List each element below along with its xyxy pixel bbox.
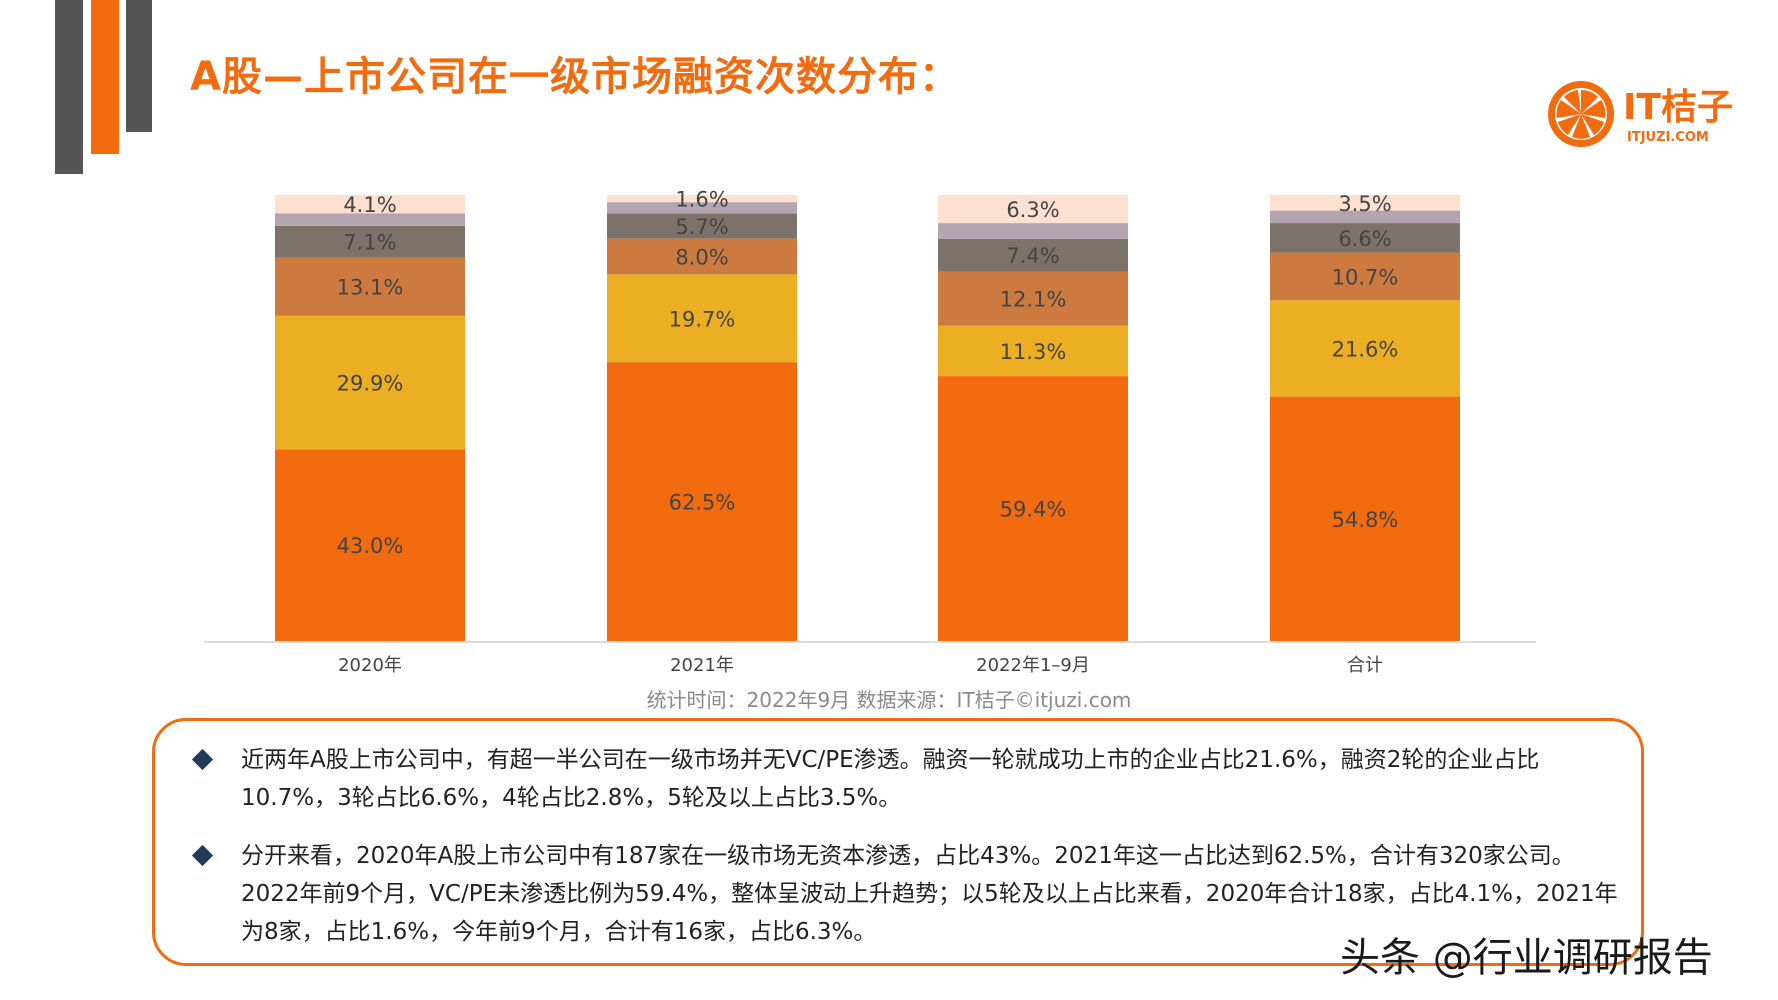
bar-segment — [938, 325, 1128, 377]
page-title: A股—上市公司在一级市场融资次数分布： — [190, 54, 960, 100]
category-label: 合计 — [1347, 655, 1383, 676]
bar-segment — [607, 274, 797, 363]
note-item: 分开来看，2020年A股上市公司中有187家在一级市场无资本渗透，占比43%。2… — [191, 837, 1631, 951]
category-label: 2022年1–9月 — [976, 655, 1090, 676]
data-label: 10.7% — [1332, 265, 1399, 289]
logo-site: ITJUZI.COM — [1627, 130, 1709, 145]
data-label: 59.4% — [1000, 498, 1067, 522]
data-label: 5.7% — [675, 215, 728, 239]
stacked-bar-chart: 43.0% 29.9% 13.1% 7.1% 4.1% 2020年 62.5% 19.7% 8.… — [204, 188, 1536, 676]
bar-segment — [275, 315, 465, 450]
logo-name: IT桔子 — [1623, 87, 1733, 128]
bar-segment — [275, 449, 465, 641]
category-label: 2020年 — [338, 655, 402, 676]
data-label: 7.4% — [1006, 244, 1059, 268]
data-label: 7.1% — [343, 231, 396, 255]
bar-segment — [275, 225, 465, 258]
bar-segment — [275, 257, 465, 316]
diamond-bullet-icon — [191, 748, 214, 771]
bar-segment — [938, 223, 1128, 239]
bar-segment — [275, 213, 465, 226]
watermark-text: 头条 @行业调研报告 — [1340, 935, 1713, 981]
data-label: 6.6% — [1338, 227, 1391, 251]
bar-segment — [938, 195, 1128, 224]
bar-segment — [607, 238, 797, 275]
data-label: 8.0% — [675, 246, 728, 270]
bar-segment — [1270, 195, 1460, 211]
orange-slice-icon — [1548, 81, 1614, 147]
diamond-bullet-icon — [191, 844, 214, 867]
bar-segment — [1270, 210, 1460, 224]
data-label: 3.5% — [1338, 192, 1391, 216]
bar-segment — [938, 376, 1128, 641]
data-label: 1.6% — [675, 188, 728, 212]
bar-segment — [607, 362, 797, 641]
decor-bar-gray-2 — [126, 0, 152, 132]
brand-logo: IT桔子 ITJUZI.COM — [1545, 78, 1745, 148]
bar-segment — [275, 195, 465, 214]
data-label: 62.5% — [669, 491, 736, 515]
bar-segment — [1270, 252, 1460, 301]
notes-box: 近两年A股上市公司中，有超一半公司在一级市场并无VC/PE渗透。融资一轮就成功上… — [152, 718, 1644, 966]
bar-segment — [607, 195, 797, 203]
decor-bar-gray-1 — [55, 0, 83, 174]
bar-segment — [607, 202, 797, 214]
bar-segment — [1270, 300, 1460, 397]
bar-segment — [1270, 396, 1460, 641]
bar-segment — [607, 213, 797, 239]
data-label: 19.7% — [669, 307, 736, 331]
category-label: 2021年 — [670, 655, 734, 676]
data-label: 11.3% — [1000, 340, 1067, 364]
data-label: 12.1% — [1000, 288, 1067, 312]
bar-segment — [938, 238, 1128, 272]
bar-segment — [938, 271, 1128, 326]
decor-bar-orange — [91, 0, 119, 154]
data-label: 43.0% — [337, 534, 404, 558]
data-label: 54.8% — [1332, 508, 1399, 532]
note-text: 近两年A股上市公司中，有超一半公司在一级市场并无VC/PE渗透。融资一轮就成功上… — [241, 747, 1540, 811]
note-item: 近两年A股上市公司中，有超一半公司在一级市场并无VC/PE渗透。融资一轮就成功上… — [191, 741, 1631, 817]
data-label: 13.1% — [337, 276, 404, 300]
data-label: 4.1% — [343, 193, 396, 217]
note-text: 分开来看，2020年A股上市公司中有187家在一级市场无资本渗透，占比43%。2… — [241, 843, 1618, 945]
bar-segment — [1270, 223, 1460, 253]
chart-source-note: 统计时间：2022年9月 数据来源：IT桔子©itjuzi.com — [646, 688, 1132, 712]
data-label: 21.6% — [1332, 337, 1399, 361]
data-label: 29.9% — [337, 372, 404, 396]
data-label: 6.3% — [1006, 198, 1059, 222]
